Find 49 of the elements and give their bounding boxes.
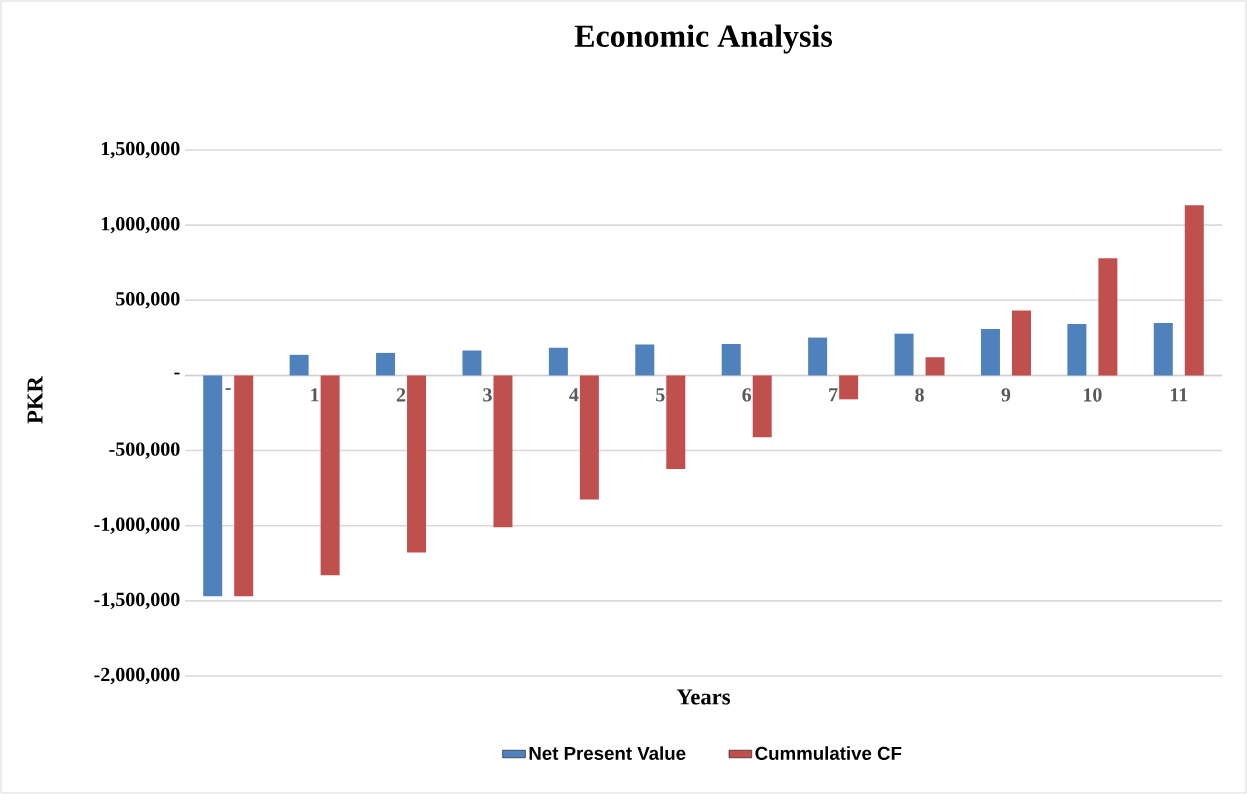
bar — [980, 328, 1000, 376]
y-tick-label: -500,000 — [109, 442, 180, 459]
bar — [666, 375, 686, 469]
x-tick-label: 1 — [311, 388, 319, 402]
bar — [925, 357, 945, 376]
x-axis-title: Years — [676, 689, 731, 705]
x-tick-label: 8 — [915, 388, 924, 402]
x-tick-label: 4 — [569, 388, 579, 402]
y-tick-label: - — [174, 372, 180, 375]
y-tick-label: 1,000,000 — [101, 216, 180, 234]
bar — [462, 350, 482, 376]
x-tick-label: 5 — [656, 388, 665, 402]
bar — [1153, 322, 1173, 376]
y-tick-label: 500,000 — [116, 292, 180, 309]
bar — [839, 375, 859, 400]
x-tick-label: - — [225, 388, 231, 390]
bar — [752, 375, 772, 438]
x-tick-label: 11 — [1170, 388, 1188, 402]
bar — [493, 375, 513, 528]
bar — [808, 337, 828, 376]
legend-label: Net Present Value — [529, 746, 686, 760]
chart-title: Economic Analysis — [574, 24, 833, 54]
x-tick-label: 9 — [1001, 388, 1011, 402]
bar — [894, 333, 914, 376]
bar — [203, 375, 223, 597]
bar — [320, 375, 340, 576]
bar — [289, 354, 309, 376]
legend-label: Cummulative CF — [755, 746, 902, 760]
y-tick-label: -2,000,000 — [94, 667, 180, 685]
bar — [1067, 324, 1087, 376]
bar — [407, 375, 427, 553]
y-axis-title: PKR — [27, 375, 43, 424]
x-tick-label: 10 — [1083, 388, 1102, 402]
bar — [579, 375, 599, 500]
bar — [548, 347, 568, 376]
bar — [635, 344, 655, 376]
bar — [1011, 310, 1031, 376]
y-tick-label: -1,000,000 — [94, 517, 180, 534]
x-tick-label: 2 — [396, 388, 406, 402]
y-tick-label: -1,500,000 — [94, 592, 180, 610]
y-tick-label: 1,500,000 — [101, 141, 180, 159]
bar — [1098, 258, 1118, 376]
bar — [1184, 205, 1204, 376]
x-tick-label: 3 — [483, 388, 492, 402]
bar — [376, 352, 396, 376]
x-tick-label: 7 — [829, 388, 838, 402]
bar — [721, 344, 741, 376]
x-tick-label: 6 — [742, 388, 752, 402]
bar — [234, 375, 254, 597]
